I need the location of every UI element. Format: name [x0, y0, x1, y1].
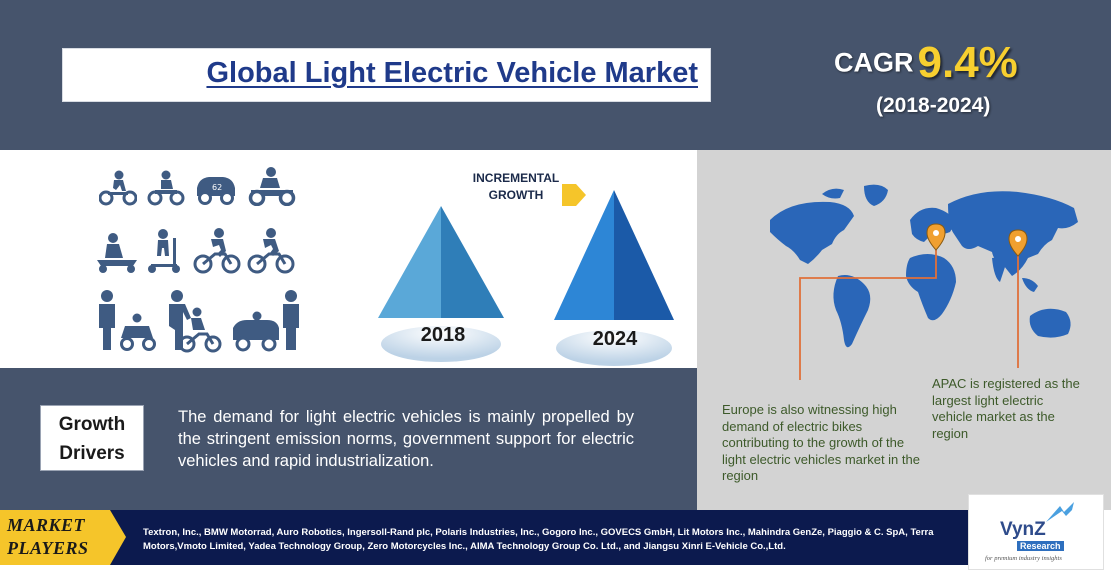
cagr-block: CAGR9.4%: [834, 38, 1034, 87]
drivers-heading: Growth Drivers: [40, 405, 144, 471]
europe-pin-icon: [926, 223, 946, 251]
cagr-period: (2018-2024): [876, 94, 991, 117]
kids-scooter-icon: [97, 233, 137, 273]
market-players-label: MARKET PLAYERS: [7, 514, 89, 560]
logo-mark-icon: [1046, 502, 1074, 522]
logo-box: [968, 494, 1104, 570]
drivers-text: The demand for light electric vehicles i…: [178, 408, 634, 470]
logo-tagline: for premium industry insights: [985, 555, 1062, 562]
cyclist-icon: [247, 228, 295, 274]
page-title: Global Light Electric Vehicle Market: [206, 57, 698, 89]
svg-text:62: 62: [212, 183, 222, 192]
market-players-label-line-2: PLAYERS: [7, 538, 89, 558]
cagr-value: 9.4%: [917, 38, 1018, 87]
market-players-tag: [0, 510, 126, 565]
pyramid-2024: [554, 190, 674, 366]
drivers-heading-line-1: Growth: [58, 414, 126, 435]
vehicle-icons: 62: [95, 162, 305, 362]
incremental-label-line-1: INCREMENTAL: [472, 171, 560, 185]
parent-helping-child-bike-icon: [169, 290, 222, 353]
market-players-strip: [0, 510, 968, 565]
bicycle-rider-icon: [193, 228, 241, 274]
balance-bike-icon: [147, 170, 185, 206]
kick-scooter-icon: [148, 229, 180, 273]
incremental-label-line-2: GROWTH: [488, 188, 544, 202]
parent-with-kids-car-icon: [99, 290, 156, 351]
drivers-heading-line-2: Drivers: [59, 443, 125, 464]
title-box: Global Light Electric Vehicle Market: [62, 48, 711, 102]
kick-bike-icon: [99, 170, 137, 206]
arrow-right-icon: [562, 184, 586, 206]
logo-sub: Research: [1017, 541, 1064, 551]
kids-atv-icon: [248, 167, 296, 206]
year-start-label: 2018: [420, 324, 466, 346]
europe-note: Europe is also witnessing high demand of…: [722, 402, 920, 483]
world-map: [770, 184, 1078, 380]
toy-car-icon: 62: [197, 177, 235, 205]
market-players-label-line-1: MARKET: [7, 515, 86, 535]
parent-with-toy-car-icon: [233, 290, 299, 352]
cagr-label: CAGR: [834, 47, 914, 78]
apac-note: APAC is registered as the largest light …: [932, 376, 1080, 441]
market-players-list: Textron, Inc., BMW Motorrad, Auro Roboti…: [143, 527, 934, 552]
year-end-label: 2024: [592, 328, 638, 350]
pyramid-2018: [378, 206, 504, 362]
logo-name: VynZ: [1000, 519, 1046, 540]
apac-pin-icon: [1008, 229, 1028, 257]
incremental-growth-label: INCREMENTAL GROWTH: [470, 170, 562, 204]
